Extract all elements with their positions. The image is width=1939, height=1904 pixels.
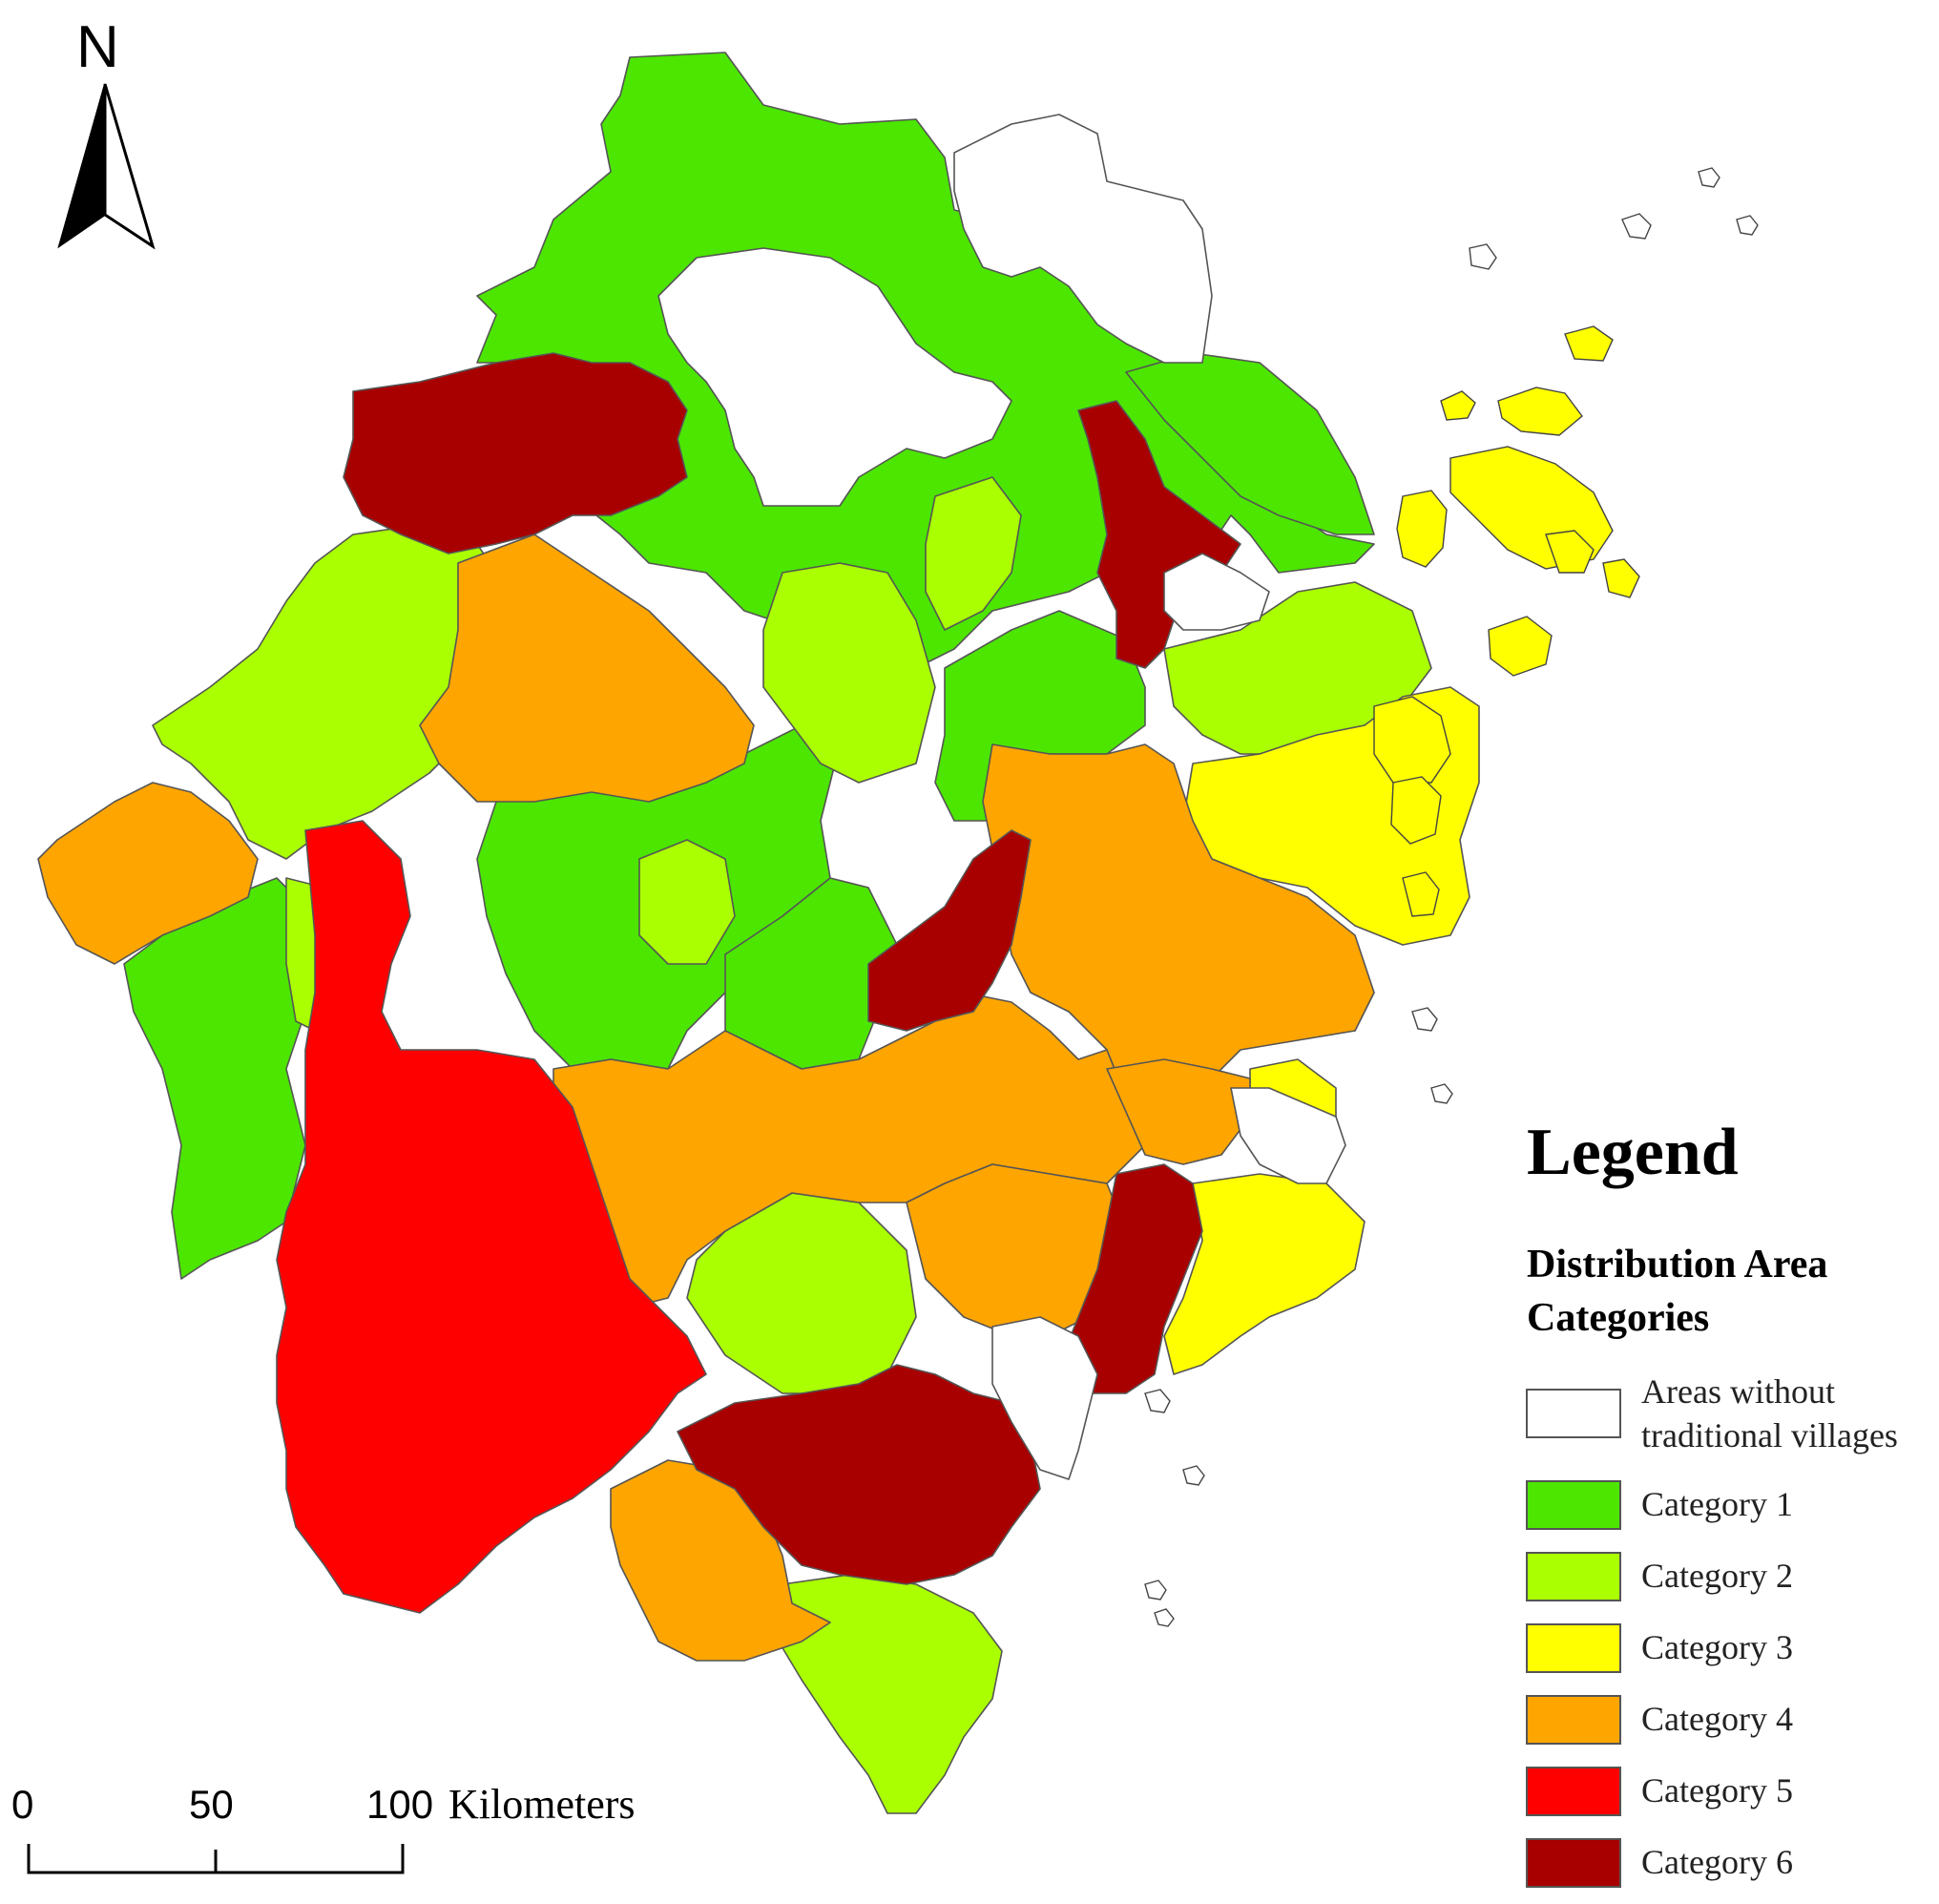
region-ningbo-white bbox=[1163, 553, 1270, 631]
legend-item-category-4: Category 4 bbox=[1526, 1695, 1793, 1745]
legend-item-category-3: Category 3 bbox=[1526, 1623, 1793, 1673]
region-ningbo-green bbox=[1125, 352, 1375, 535]
legend-swatch bbox=[1526, 1695, 1621, 1745]
region-south-tip-lime bbox=[772, 1574, 1003, 1814]
legend-swatch bbox=[1526, 1480, 1621, 1530]
scale-tick-100: 100 bbox=[366, 1782, 433, 1827]
island bbox=[1396, 490, 1448, 568]
region-central-lime bbox=[762, 562, 936, 784]
legend-label: Category 6 bbox=[1641, 1843, 1793, 1881]
legend-label: Category 3 bbox=[1641, 1628, 1793, 1666]
legend-item-category-1: Category 1 bbox=[1526, 1480, 1793, 1530]
region-central-darkred bbox=[867, 829, 1032, 1032]
island bbox=[1440, 390, 1476, 421]
island bbox=[1144, 1389, 1171, 1413]
region-northwest-darkred bbox=[343, 352, 688, 554]
scale-unit: Kilometers bbox=[448, 1781, 636, 1828]
legend-title: Legend bbox=[1527, 1116, 1739, 1189]
legend-swatch bbox=[1526, 1767, 1621, 1816]
region-tiantai-orange bbox=[982, 743, 1375, 1146]
region-shangyu-lime bbox=[925, 476, 1022, 631]
legend-swatch bbox=[1526, 1838, 1621, 1888]
legend-item-category-2: Category 2 bbox=[1526, 1552, 1793, 1601]
island bbox=[1698, 167, 1720, 188]
legend-label: Category 5 bbox=[1641, 1771, 1793, 1810]
region-central-lime-2 bbox=[638, 839, 736, 965]
scale-bar: 0 50 100 Kilometers bbox=[11, 1781, 636, 1874]
scale-tick-0: 0 bbox=[11, 1782, 33, 1827]
legend-swatch bbox=[1526, 1623, 1621, 1673]
region-jiaxing-white bbox=[953, 114, 1213, 364]
north-arrow: N bbox=[57, 14, 156, 250]
legend-label: Areas without bbox=[1641, 1372, 1835, 1411]
island bbox=[1564, 325, 1614, 362]
island bbox=[1469, 243, 1497, 270]
map-regions bbox=[37, 52, 1480, 1814]
island bbox=[1402, 871, 1440, 917]
legend-subtitle-line1: Distribution Area bbox=[1527, 1243, 1827, 1287]
region-central-orange bbox=[419, 534, 755, 803]
north-arrow-left-icon bbox=[57, 83, 106, 249]
legend-item-category-5: Category 5 bbox=[1526, 1767, 1793, 1816]
island bbox=[1390, 776, 1442, 845]
north-arrow-right-icon bbox=[103, 83, 156, 250]
legend: Legend Distribution Area Categories Area… bbox=[1526, 1116, 1898, 1888]
island bbox=[1144, 1580, 1167, 1601]
legend-item-none: Areas without traditional villages bbox=[1526, 1372, 1898, 1454]
legend-label-line2: traditional villages bbox=[1641, 1416, 1898, 1454]
region-shaoxing-darkred bbox=[1077, 400, 1241, 669]
legend-subtitle-line2: Categories bbox=[1527, 1296, 1709, 1340]
north-arrow-label: N bbox=[76, 14, 119, 80]
legend-label: Category 4 bbox=[1641, 1700, 1793, 1738]
region-wenzhou-white bbox=[991, 1316, 1098, 1480]
region-wenzhou-darkred bbox=[677, 1364, 1041, 1585]
island bbox=[1154, 1608, 1175, 1627]
island bbox=[1621, 213, 1652, 240]
islands bbox=[1144, 167, 1759, 1627]
legend-label: Category 2 bbox=[1641, 1557, 1793, 1595]
legend-label: Category 1 bbox=[1641, 1485, 1793, 1523]
region-lishui-red bbox=[276, 820, 707, 1614]
scale-line bbox=[27, 1844, 405, 1874]
island bbox=[1411, 1007, 1438, 1032]
island bbox=[1736, 215, 1759, 236]
legend-swatch bbox=[1526, 1389, 1621, 1438]
island bbox=[1430, 1083, 1453, 1104]
island bbox=[1182, 1465, 1205, 1486]
island bbox=[1488, 616, 1553, 677]
scale-tick-50: 50 bbox=[189, 1782, 234, 1827]
region-linhai-darkred bbox=[1058, 1163, 1203, 1394]
region-wenling-yellow bbox=[1163, 1173, 1366, 1375]
region-taizhou-white bbox=[1230, 1087, 1346, 1184]
legend-swatch bbox=[1526, 1552, 1621, 1601]
legend-item-category-6: Category 6 bbox=[1526, 1838, 1793, 1888]
region-hangzhou-white bbox=[657, 247, 1012, 507]
region-far-west-orange bbox=[37, 782, 259, 965]
island bbox=[1373, 696, 1451, 784]
island bbox=[1602, 558, 1640, 598]
island bbox=[1545, 530, 1595, 574]
island bbox=[1497, 387, 1583, 436]
